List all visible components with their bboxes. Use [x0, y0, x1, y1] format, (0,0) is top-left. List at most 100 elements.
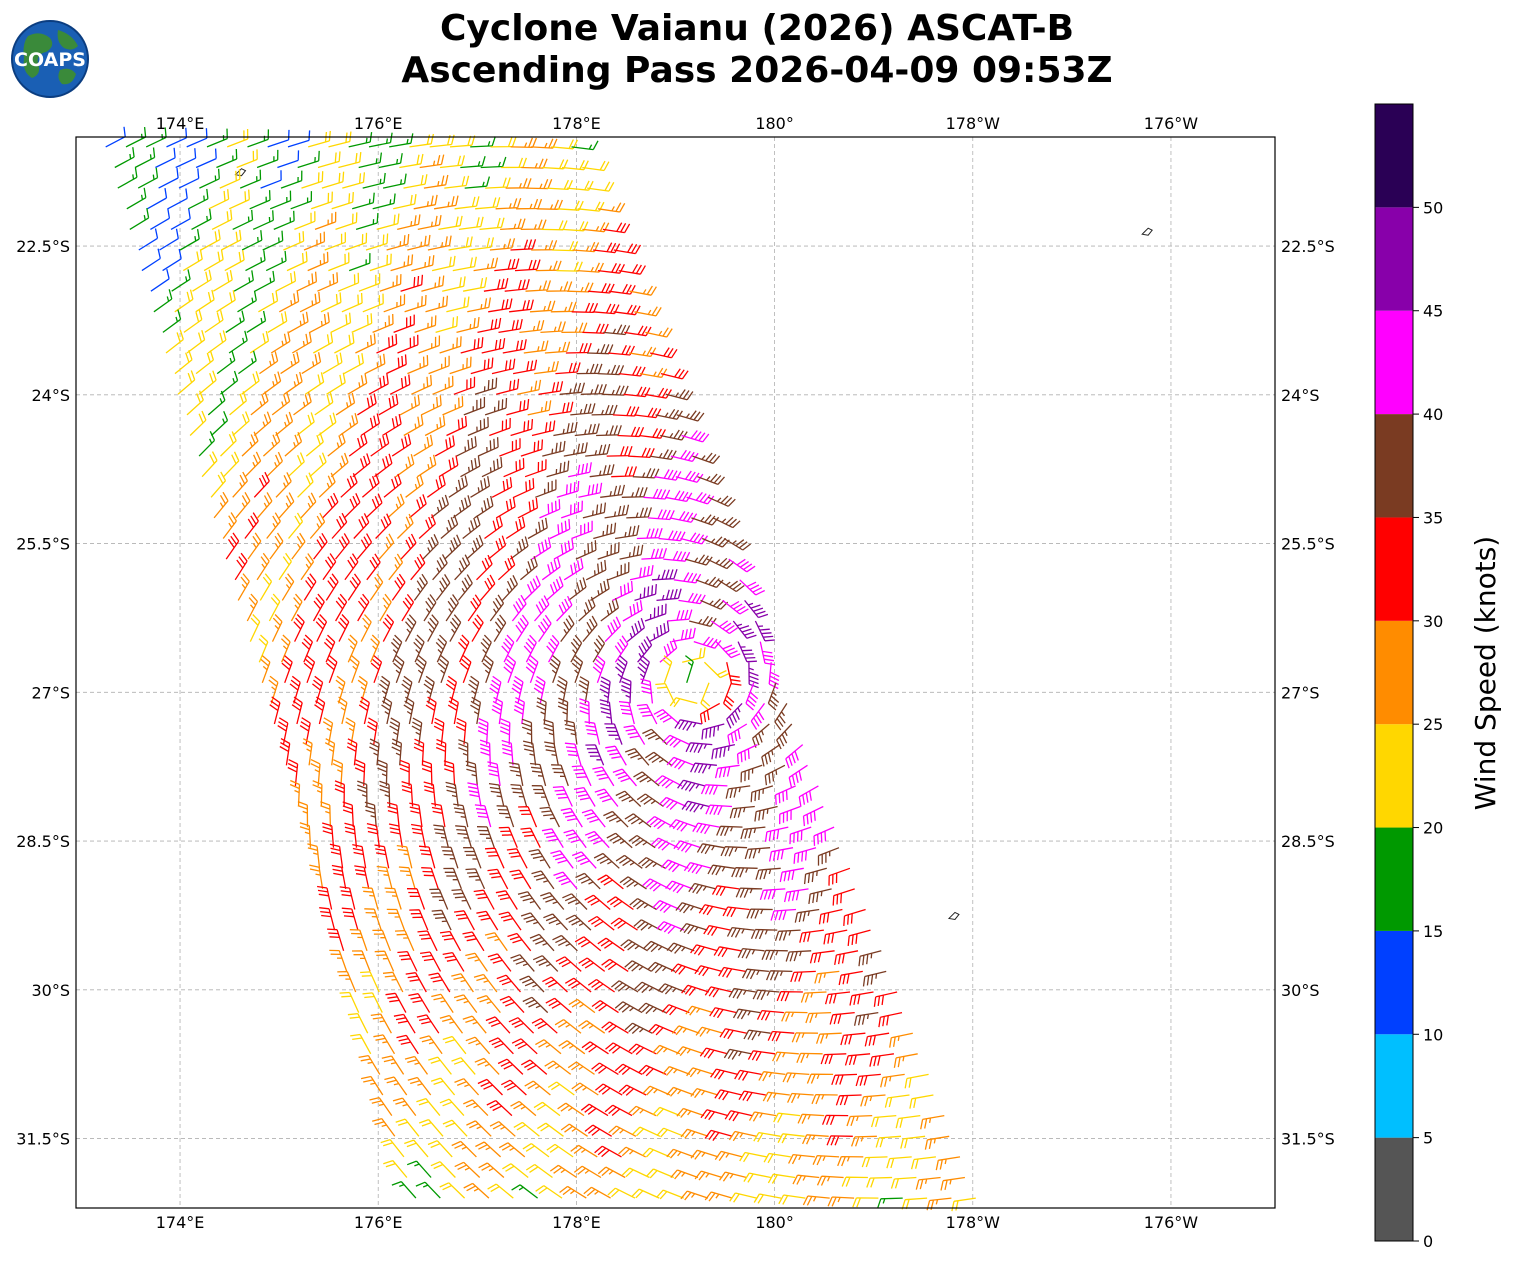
- wind-barb: [750, 703, 766, 730]
- colorbar-tick-label: 15: [1423, 922, 1443, 941]
- wind-barb: [567, 282, 594, 293]
- wind-barb: [713, 946, 742, 958]
- wind-barb: [383, 294, 406, 313]
- wind-barb: [456, 317, 480, 334]
- wind-barb: [656, 921, 685, 935]
- wind-barb: [768, 847, 794, 862]
- wind-barb: [376, 865, 393, 890]
- wind-barb: [666, 1086, 695, 1097]
- wind-barb: [433, 717, 445, 745]
- wind-barb: [597, 1166, 626, 1179]
- wind-barb: [573, 786, 596, 807]
- wind-barb: [783, 888, 809, 903]
- wind-barb: [847, 929, 871, 946]
- wind-barb: [520, 1059, 548, 1075]
- wind-barb: [256, 149, 279, 169]
- wind-barb: [642, 1085, 671, 1096]
- lat-tick-label-left: 25.5°S: [16, 535, 70, 554]
- wind-barb: [866, 1176, 893, 1188]
- wind-barb: [631, 1188, 660, 1199]
- wind-barb: [159, 228, 179, 251]
- wind-barb: [372, 929, 392, 952]
- wind-barb: [499, 995, 525, 1014]
- wind-barb: [237, 573, 250, 601]
- wind-barb: [291, 532, 306, 560]
- wind-barb: [406, 1160, 432, 1178]
- wind-barb: [652, 900, 681, 914]
- wind-barb: [862, 970, 887, 987]
- wind-barb: [720, 846, 748, 857]
- wind-barb: [331, 864, 347, 890]
- wind-barb: [331, 192, 354, 210]
- wind-barb: [735, 887, 763, 898]
- wind-barb: [528, 848, 551, 869]
- wind-barb: [146, 188, 168, 210]
- wind-barb: [645, 327, 673, 338]
- wind-barb: [511, 594, 527, 622]
- wind-barb: [257, 492, 273, 519]
- wind-barb: [546, 460, 570, 478]
- wind-barb: [312, 780, 323, 807]
- wind-barb: [712, 516, 741, 529]
- wind-barb: [299, 291, 321, 313]
- wind-barb: [889, 1032, 913, 1048]
- wind-barb: [520, 912, 545, 931]
- wind-barb: [523, 634, 537, 663]
- wind-barb: [216, 290, 236, 313]
- wind-barb: [732, 620, 757, 639]
- wind-barb: [811, 1093, 838, 1105]
- wind-barb: [389, 374, 411, 395]
- wind-barb: [453, 376, 476, 395]
- wind-barb: [565, 342, 592, 354]
- wind-barb: [644, 387, 672, 399]
- lon-tick-label-top: 174°E: [156, 114, 205, 133]
- wind-barb: [290, 593, 303, 622]
- wind-barb: [452, 256, 477, 272]
- wind-barb: [809, 950, 835, 964]
- wind-barb: [644, 603, 667, 622]
- wind-barb: [372, 1117, 396, 1137]
- wind-barb: [324, 738, 336, 766]
- wind-barb: [364, 353, 386, 375]
- wind-barb: [744, 847, 771, 860]
- wind-barb: [571, 140, 599, 151]
- wind-barb: [547, 1081, 575, 1096]
- wind-barb: [498, 911, 522, 931]
- wind-barb: [715, 641, 741, 659]
- wind-barb: [497, 555, 516, 581]
- wind-barb: [904, 1073, 929, 1089]
- wind-barb: [895, 1114, 921, 1129]
- wind-barb: [259, 351, 279, 375]
- wind-barb: [650, 837, 679, 851]
- wind-barb: [761, 744, 781, 767]
- wind-barb: [238, 350, 257, 375]
- wind-barb: [320, 801, 332, 828]
- wind-barb: [597, 542, 620, 560]
- wind-barb: [646, 1168, 675, 1179]
- wind-barb: [624, 747, 650, 766]
- wind-barb: [553, 538, 574, 560]
- wind-barb: [587, 915, 615, 931]
- wind-barb: [684, 554, 713, 566]
- wind-barb: [309, 452, 327, 478]
- wind-barb: [578, 596, 596, 622]
- wind-barb: [580, 383, 607, 395]
- wind-barb: [326, 372, 346, 395]
- wind-barb: [453, 803, 469, 828]
- wind-barb: [800, 991, 827, 1003]
- wind-barb: [503, 655, 517, 684]
- wind-barb: [719, 1028, 748, 1040]
- wind-barb: [481, 457, 503, 478]
- wind-barb: [310, 191, 333, 210]
- wind-barb: [698, 904, 727, 916]
- wind-barb: [348, 433, 368, 457]
- wind-barb: [362, 293, 384, 313]
- wind-barb: [509, 536, 529, 560]
- wind-barb: [444, 534, 462, 560]
- wind-barb: [529, 933, 555, 952]
- wind-barb: [789, 826, 812, 845]
- wind-barb: [204, 310, 224, 333]
- wind-barb: [393, 655, 405, 684]
- wind-barb: [755, 867, 781, 880]
- wind-barb: [626, 507, 653, 519]
